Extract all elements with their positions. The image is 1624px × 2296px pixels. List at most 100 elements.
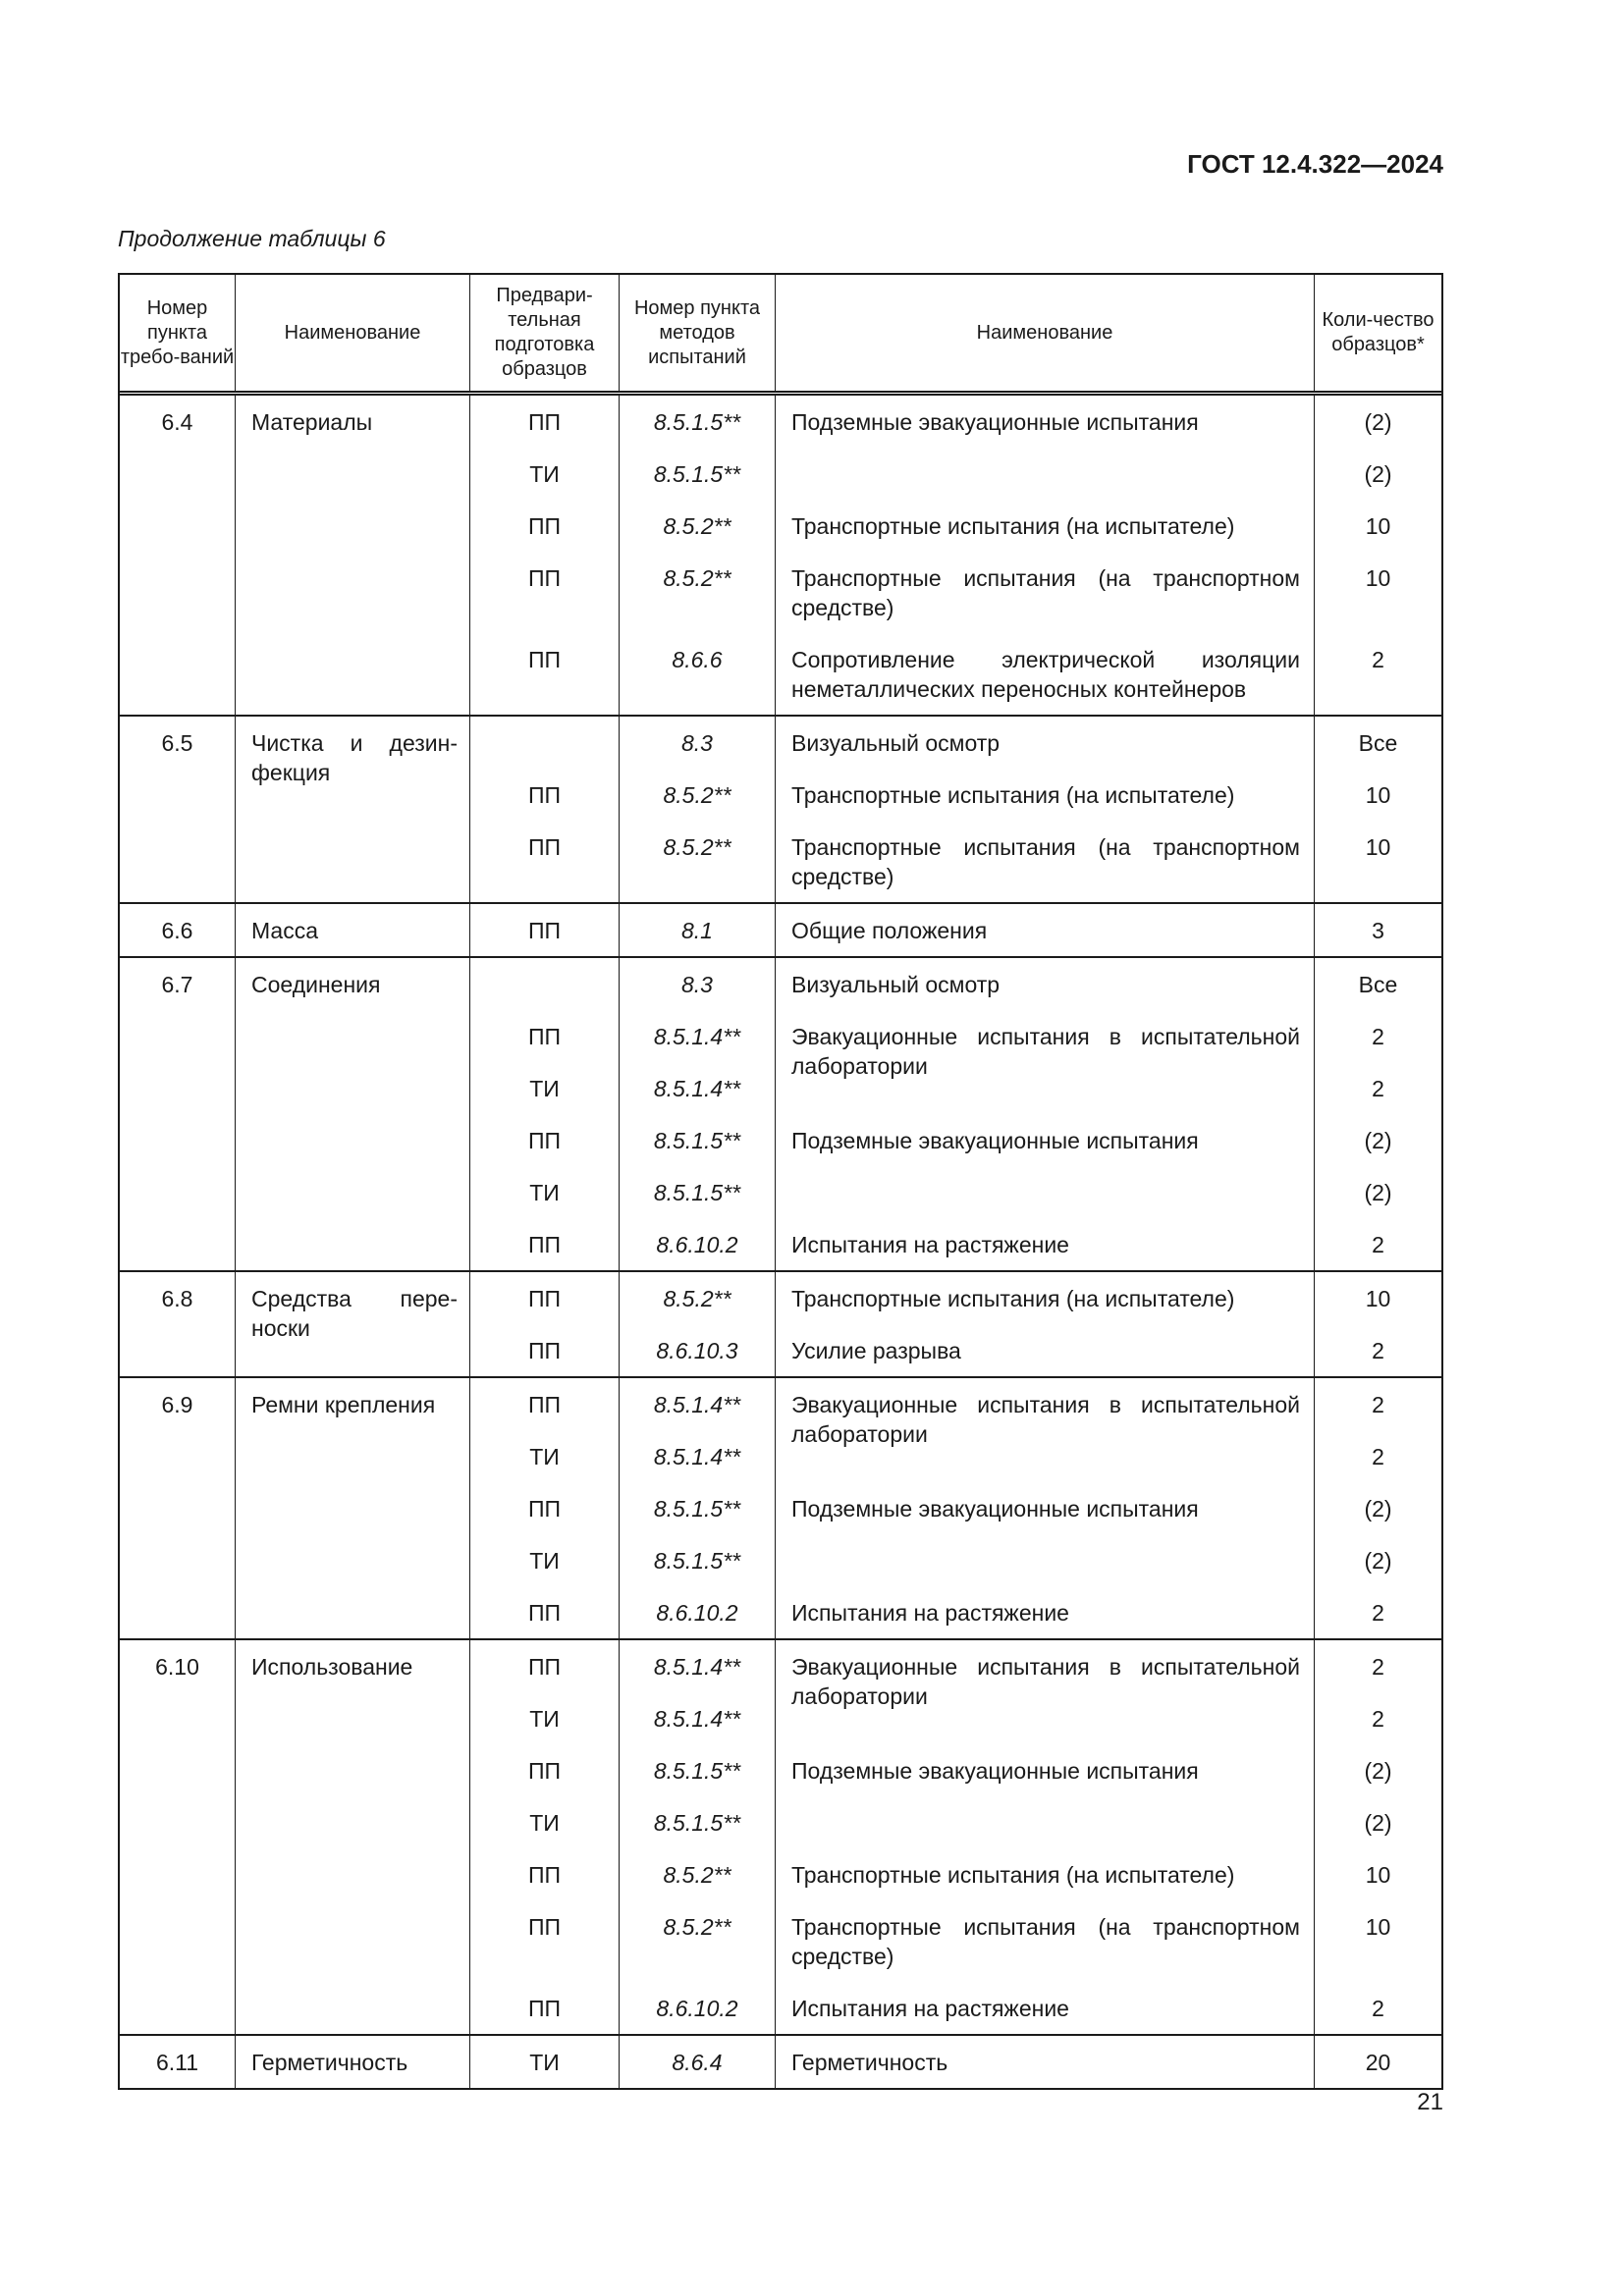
table-row: ПП 8.5.2** Транспортные испытания (на испы… bbox=[470, 500, 1441, 552]
test-name-cell: Эвакуационные испытания в испытатель­ной… bbox=[776, 1378, 1315, 1447]
test-name: Герметичность bbox=[791, 2050, 948, 2075]
preparation-cell: ТИ bbox=[470, 1534, 620, 1586]
col-header-test-name: Наименование bbox=[776, 275, 1315, 391]
preparation-cell: ПП bbox=[470, 821, 620, 902]
table-row-group: 6.7 Соединения 8.3 Визуальный осмотр Все ПП 8.… bbox=[120, 956, 1441, 1270]
test-rows: ПП 8.5.1.4** Эвакуационные испытания в исп… bbox=[470, 1378, 1441, 1638]
method-number-cell: 8.5.2** bbox=[620, 769, 776, 821]
sample-count-cell: (2) bbox=[1364, 1758, 1392, 1784]
preparation-cell: ТИ bbox=[470, 2036, 620, 2088]
method-number-cell: 8.6.10.2 bbox=[620, 1982, 776, 2034]
test-rows: ПП 8.5.1.5** Подземные эвакуационные испыт… bbox=[470, 396, 1441, 715]
test-name-cell: Подземные эвакуационные испытания bbox=[776, 1482, 1315, 1534]
table-row-group: 6.9 Ремни крепления ПП 8.5.1.4** Эвакуационн… bbox=[120, 1376, 1441, 1638]
test-name-cell: Визуальный осмотр bbox=[776, 717, 1315, 769]
test-name: Подземные эвакуационные испытания bbox=[791, 1496, 1199, 1522]
sample-count-cell: 10 bbox=[1365, 565, 1391, 591]
method-number-cell: 8.5.1.4** bbox=[620, 1062, 776, 1114]
preparation-cell: ПП bbox=[470, 396, 620, 448]
test-name: Визуальный осмотр bbox=[791, 972, 1001, 997]
test-name-cell: Герметичность bbox=[776, 2036, 1315, 2088]
test-name: Усилие разрыва bbox=[791, 1338, 961, 1363]
requirement-number: 6.10 bbox=[120, 1640, 236, 2034]
preparation-cell bbox=[470, 958, 620, 1010]
test-name-cell: Общие положения bbox=[776, 904, 1315, 956]
table-row: ПП 8.6.10.2 Испытания на растяжение 2 bbox=[470, 1586, 1441, 1638]
col-header-method-number: Номер пункта методов испытаний bbox=[620, 275, 776, 391]
table-row: ПП 8.5.1.5** Подземные эвакуационные испыт… bbox=[470, 1114, 1441, 1166]
test-name: Общие положения bbox=[791, 918, 988, 943]
test-name-cell: Визуальный осмотр bbox=[776, 958, 1315, 1010]
table-row: ПП 8.5.2** Транспортные испытания (на испы… bbox=[470, 1272, 1441, 1324]
sample-count-cell: 10 bbox=[1365, 513, 1391, 539]
requirement-name: Средства пере­носки bbox=[236, 1272, 470, 1376]
method-number-cell: 8.6.10.2 bbox=[620, 1218, 776, 1270]
test-name-cell: Эвакуационные испытания в испытатель­ной… bbox=[776, 1010, 1315, 1079]
table-row-group: 6.4 Материалы ПП 8.5.1.5** Подземные эвакуац… bbox=[120, 396, 1441, 715]
test-name: Испытания на растяжение bbox=[791, 1232, 1069, 1257]
sample-count-cell: 3 bbox=[1372, 918, 1384, 943]
method-number-cell: 8.5.1.5** bbox=[620, 1534, 776, 1586]
sample-count-cell: (2) bbox=[1364, 1128, 1392, 1153]
table-row: ПП 8.6.10.2 Испытания на растяжение 2 bbox=[470, 1218, 1441, 1270]
test-name: Эвакуационные испытания в испытатель­ной… bbox=[791, 1024, 1300, 1079]
test-name: Эвакуационные испытания в испытатель­ной… bbox=[791, 1392, 1300, 1447]
method-number-cell: 8.5.1.4** bbox=[620, 1692, 776, 1744]
table-row: ПП 8.5.1.4** Эвакуационные испытания в исп… bbox=[470, 1010, 1441, 1079]
preparation-cell: ТИ bbox=[470, 448, 620, 500]
method-number-cell: 8.5.1.4** bbox=[620, 1430, 776, 1482]
preparation-cell: ПП bbox=[470, 1114, 620, 1166]
table-row: 8.3 Визуальный осмотр Все bbox=[470, 958, 1441, 1010]
sample-count-cell: 2 bbox=[1372, 1600, 1384, 1626]
requirement-name: Масса bbox=[236, 904, 470, 956]
preparation-cell: ПП bbox=[470, 1744, 620, 1796]
requirement-number: 6.9 bbox=[120, 1378, 236, 1638]
test-name: Эвакуационные испытания в испытатель­ной… bbox=[791, 1654, 1300, 1709]
test-name-cell: Транспортные испытания (на транспортном … bbox=[776, 552, 1315, 633]
requirement-number: 6.11 bbox=[120, 2036, 236, 2088]
sample-count-cell: 10 bbox=[1365, 1914, 1391, 1940]
method-number-cell: 8.5.2** bbox=[620, 821, 776, 902]
test-name-cell: Испытания на растяжение bbox=[776, 1982, 1315, 2034]
test-name: Транспортные испытания (на транспортном … bbox=[791, 1914, 1300, 1969]
preparation-cell: ПП bbox=[470, 1900, 620, 1982]
table-row: ПП 8.5.2** Транспортные испытания (на тран… bbox=[470, 1900, 1441, 1982]
table-row: ТИ 8.5.1.4** 2 bbox=[470, 1062, 1441, 1114]
test-name: Транспортные испытания (на испытателе) bbox=[791, 1286, 1235, 1311]
test-name-cell: Транспортные испытания (на испытателе) bbox=[776, 769, 1315, 821]
table-row-group: 6.5 Чистка и дезин­фекция 8.3 Визуальный ос… bbox=[120, 715, 1441, 902]
test-name: Подземные эвакуационные испытания bbox=[791, 1128, 1199, 1153]
requirement-name: Использование bbox=[236, 1640, 470, 2034]
sample-count-cell: 2 bbox=[1372, 1024, 1384, 1049]
test-name: Испытания на растяжение bbox=[791, 1600, 1069, 1626]
preparation-cell: ПП bbox=[470, 1218, 620, 1270]
preparation-cell: ТИ bbox=[470, 1062, 620, 1114]
test-name-cell: Транспортные испытания (на испытателе) bbox=[776, 500, 1315, 552]
requirement-name: Материалы bbox=[236, 396, 470, 715]
preparation-cell: ПП bbox=[470, 1848, 620, 1900]
page-number: 21 bbox=[1417, 2089, 1443, 2115]
method-number-cell: 8.5.1.5** bbox=[620, 1482, 776, 1534]
requirement-name: Соединения bbox=[236, 958, 470, 1270]
sample-count-cell: 2 bbox=[1372, 1706, 1384, 1732]
table-row: ПП 8.5.2** Транспортные испытания (на испы… bbox=[470, 769, 1441, 821]
test-rows: ТИ 8.6.4 Герметичность 20 bbox=[470, 2036, 1441, 2088]
preparation-cell bbox=[470, 717, 620, 769]
method-number-cell: 8.5.2** bbox=[620, 552, 776, 633]
requirement-name: Герметичность bbox=[236, 2036, 470, 2088]
table-row: ПП 8.6.6 Сопротивление электрической изоля… bbox=[470, 633, 1441, 715]
sample-count-cell: 2 bbox=[1372, 1076, 1384, 1101]
method-number-cell: 8.6.4 bbox=[620, 2036, 776, 2088]
table-row: ТИ 8.5.1.5** (2) bbox=[470, 1796, 1441, 1848]
table-row: ТИ 8.6.4 Герметичность 20 bbox=[470, 2036, 1441, 2088]
table-row: ПП 8.5.1.4** Эвакуационные испытания в исп… bbox=[470, 1378, 1441, 1447]
test-rows: ПП 8.1 Общие положения 3 bbox=[470, 904, 1441, 956]
test-name-cell: Подземные эвакуационные испытания bbox=[776, 1744, 1315, 1796]
preparation-cell: ПП bbox=[470, 1586, 620, 1638]
method-number-cell: 8.5.1.5** bbox=[620, 1114, 776, 1166]
requirement-name: Чистка и дезин­фекция bbox=[236, 717, 470, 902]
test-name: Транспортные испытания (на испытателе) bbox=[791, 1862, 1235, 1888]
test-name-cell bbox=[776, 448, 1315, 500]
preparation-cell: ПП bbox=[470, 1640, 620, 1692]
sample-count-cell: 2 bbox=[1372, 1444, 1384, 1469]
